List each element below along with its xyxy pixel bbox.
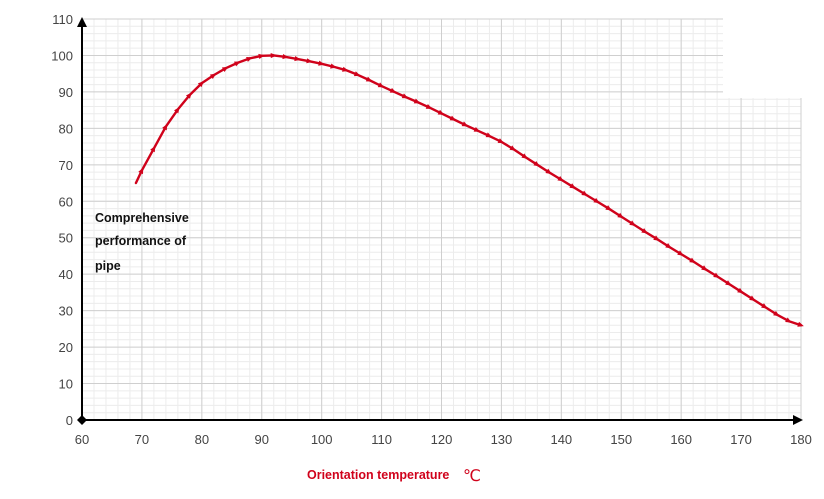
data-point-marker <box>485 132 493 138</box>
data-point-marker <box>353 71 361 77</box>
data-point-marker <box>569 183 576 189</box>
data-point-marker <box>725 280 732 286</box>
data-point-marker <box>617 212 624 219</box>
data-point-marker <box>665 243 672 249</box>
data-point-marker <box>233 61 241 67</box>
data-point-marker <box>713 272 720 278</box>
data-point-marker <box>209 73 217 79</box>
x-tick-label: 130 <box>491 432 513 447</box>
data-point-marker <box>593 197 600 204</box>
x-tick-labels: 60 70 80 90 100 110 120 130 140 150 160 170 180 <box>75 432 812 447</box>
y-tick-label: 30 <box>59 304 73 319</box>
axes <box>77 17 803 425</box>
series-line <box>134 54 803 327</box>
y-tick-label: 20 <box>59 340 73 355</box>
y-tick-label: 50 <box>59 231 73 246</box>
data-point-marker <box>401 93 409 99</box>
x-tick-label: 160 <box>670 432 692 447</box>
data-point-marker <box>221 66 229 72</box>
y-tick-label: 0 <box>66 413 73 428</box>
data-point-marker <box>581 190 588 196</box>
y-tick-label: 10 <box>59 377 73 392</box>
data-point-marker <box>282 53 289 60</box>
data-point-marker <box>246 56 253 62</box>
x-tick-label: 80 <box>195 432 209 447</box>
data-point-marker <box>270 52 277 59</box>
data-point-marker <box>773 310 780 317</box>
y-axis-label-line-3: pipe <box>95 259 121 273</box>
x-axis-unit: ℃ <box>463 466 481 485</box>
data-point-marker <box>318 60 325 66</box>
data-point-marker <box>162 123 168 131</box>
y-tick-label: 80 <box>59 121 73 136</box>
data-point-marker <box>785 317 792 323</box>
x-tick-label: 90 <box>255 432 269 447</box>
data-point-marker <box>197 81 204 88</box>
y-axis-arrow <box>77 17 87 27</box>
data-point-marker <box>330 63 337 69</box>
data-point-marker <box>377 82 385 88</box>
data-point-marker <box>749 295 756 301</box>
y-tick-label: 40 <box>59 267 73 282</box>
x-tick-label: 110 <box>371 432 392 447</box>
data-point-marker <box>461 121 469 127</box>
data-point-marker <box>509 145 516 151</box>
x-tick-label: 120 <box>431 432 453 447</box>
data-point-marker <box>629 220 636 226</box>
y-tick-label: 100 <box>51 48 73 63</box>
data-point-marker <box>737 287 744 294</box>
data-point-marker <box>473 126 481 132</box>
y-tick-label: 60 <box>59 194 73 209</box>
data-point-marker <box>150 145 156 153</box>
data-point-marker <box>449 115 457 121</box>
data-point-marker <box>174 106 180 114</box>
x-tick-label: 100 <box>311 432 333 447</box>
x-axis-title: Orientation temperature <box>307 468 449 482</box>
y-tick-label: 110 <box>52 12 73 27</box>
data-point-marker <box>389 87 397 93</box>
data-point-marker <box>425 103 433 109</box>
x-axis-arrow <box>793 415 803 425</box>
x-tick-label: 180 <box>790 432 812 447</box>
data-point-marker <box>605 205 612 211</box>
data-point-marker <box>701 265 708 271</box>
origin-marker <box>77 415 87 425</box>
data-point-marker <box>797 321 804 327</box>
data-point-marker <box>365 76 373 82</box>
data-point-marker <box>545 168 552 175</box>
data-point-marker <box>185 92 192 99</box>
data-point-marker <box>641 228 648 234</box>
data-point-marker <box>294 56 301 62</box>
data-point-marker <box>437 109 445 115</box>
data-point-marker <box>497 138 505 144</box>
data-point-marker <box>677 250 684 256</box>
data-point-marker <box>413 98 421 104</box>
data-point-marker <box>689 257 696 263</box>
y-tick-labels: 0 10 20 30 40 50 60 70 80 90 100 110 <box>51 12 73 428</box>
series-layer <box>134 52 804 327</box>
x-tick-label: 70 <box>135 432 149 447</box>
y-axis-label-line-1: Comprehensive <box>95 211 189 225</box>
data-point-marker <box>557 175 564 182</box>
data-point-marker <box>342 66 349 72</box>
y-tick-label: 70 <box>59 158 73 173</box>
x-tick-label: 170 <box>730 432 752 447</box>
data-point-marker <box>653 235 660 241</box>
y-axis-label-line-2: performance of <box>95 234 187 248</box>
data-point-marker <box>138 167 144 175</box>
data-point-marker <box>761 303 768 309</box>
x-tick-label: 150 <box>610 432 632 447</box>
data-point-marker <box>258 53 265 59</box>
data-point-marker <box>521 153 528 159</box>
blank-corner <box>723 0 824 98</box>
data-point-marker <box>306 58 313 64</box>
y-tick-label: 90 <box>59 85 73 100</box>
x-tick-label: 140 <box>550 432 572 447</box>
x-tick-label: 60 <box>75 432 89 447</box>
data-point-marker <box>533 161 540 167</box>
